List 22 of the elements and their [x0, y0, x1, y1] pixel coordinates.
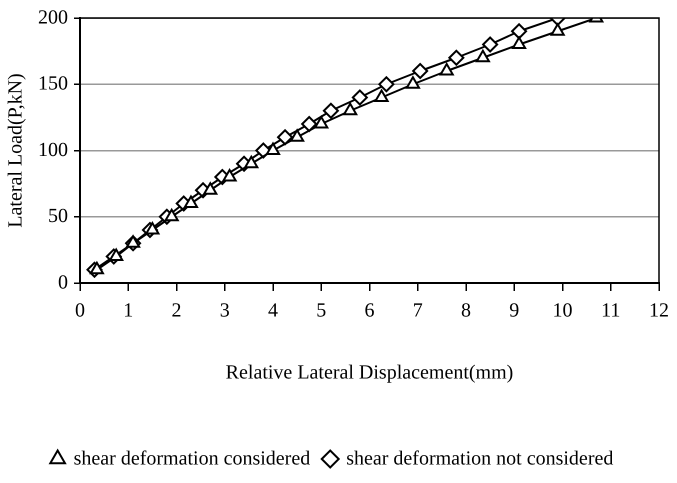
- x-tick-label: 8: [461, 299, 471, 322]
- y-tick-label: 0: [58, 271, 68, 294]
- x-tick-label: 1: [123, 299, 134, 322]
- x-tick-label: 6: [364, 299, 374, 322]
- legend-label: shear deformation considered: [74, 447, 310, 470]
- x-tick-label: 0: [75, 299, 85, 322]
- x-tick-label: 7: [412, 299, 423, 322]
- y-tick-label: 150: [38, 72, 68, 94]
- x-tick-label: 2: [172, 299, 182, 322]
- x-tick-label: 9: [509, 299, 520, 322]
- x-tick-label: 5: [316, 299, 326, 322]
- x-tick-label: 10: [552, 299, 572, 322]
- y-tick-label: 100: [38, 138, 68, 161]
- y-axis-title: Lateral Load(P,kN): [4, 73, 26, 228]
- x-tick-label: 4: [268, 299, 278, 322]
- x-tick-label: 11: [601, 299, 620, 322]
- x-tick-label: 3: [220, 299, 230, 322]
- x-axis-title: Relative Lateral Displacement(mm): [226, 361, 514, 384]
- y-tick-label: 50: [48, 205, 68, 227]
- y-tick-label: 200: [38, 6, 68, 28]
- legend-label: shear deformation not considered: [346, 447, 614, 470]
- x-tick-label: 12: [649, 299, 669, 322]
